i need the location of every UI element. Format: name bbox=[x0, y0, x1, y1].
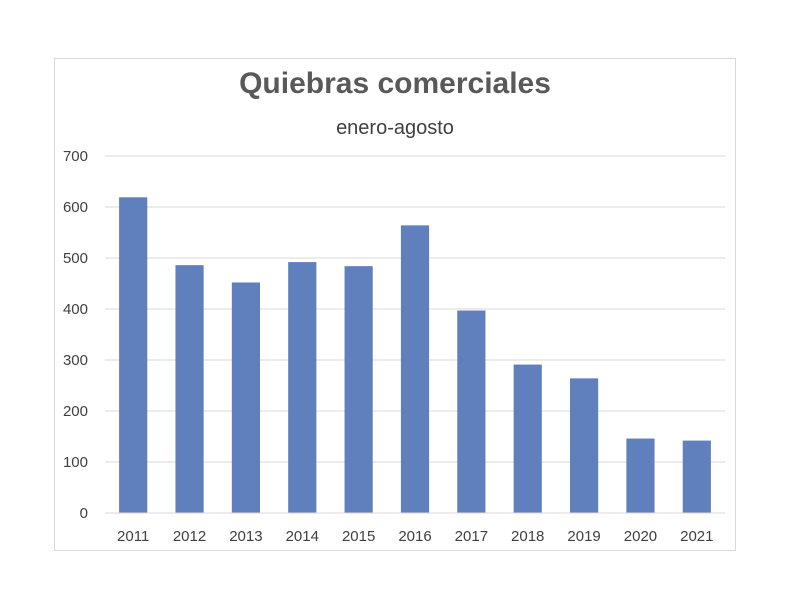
bar-2021 bbox=[682, 440, 711, 513]
bar-2013 bbox=[231, 282, 260, 513]
y-tick-label: 600 bbox=[63, 199, 88, 216]
x-tick-label: 2017 bbox=[455, 528, 488, 545]
bar-2016 bbox=[400, 225, 430, 514]
x-tick-label: 2013 bbox=[229, 528, 262, 545]
y-tick-label: 100 bbox=[63, 454, 88, 471]
y-tick-label: 0 bbox=[80, 505, 88, 522]
bar-2017 bbox=[457, 310, 486, 513]
x-tick-label: 2012 bbox=[173, 528, 206, 545]
x-tick-label: 2018 bbox=[511, 528, 544, 545]
x-tick-label: 2011 bbox=[117, 528, 149, 545]
bar-2018 bbox=[513, 364, 542, 513]
y-tick-label: 500 bbox=[63, 250, 88, 267]
x-tick-label: 2021 bbox=[680, 528, 713, 545]
x-tick-label: 2019 bbox=[567, 528, 600, 545]
y-tick-label: 200 bbox=[63, 403, 88, 420]
y-tick-label: 300 bbox=[63, 352, 88, 369]
chart-subtitle: enero-agosto bbox=[336, 117, 454, 139]
bar-2020 bbox=[626, 438, 655, 513]
chart-title: Quiebras comerciales bbox=[239, 67, 551, 100]
bar-2011 bbox=[119, 197, 148, 513]
bar-2014 bbox=[288, 262, 317, 513]
bar-2012 bbox=[175, 265, 204, 513]
x-tick-label: 2014 bbox=[286, 528, 319, 545]
x-tick-label: 2020 bbox=[624, 528, 657, 545]
y-tick-label: 400 bbox=[63, 301, 88, 318]
x-tick-label: 2015 bbox=[342, 528, 375, 545]
y-tick-label: 700 bbox=[63, 148, 88, 165]
chart-frame: Quiebras comerciales enero-agosto bbox=[54, 58, 736, 551]
bar-2015 bbox=[344, 266, 373, 513]
x-tick-label: 2016 bbox=[398, 528, 431, 545]
bar-2019 bbox=[570, 378, 599, 513]
